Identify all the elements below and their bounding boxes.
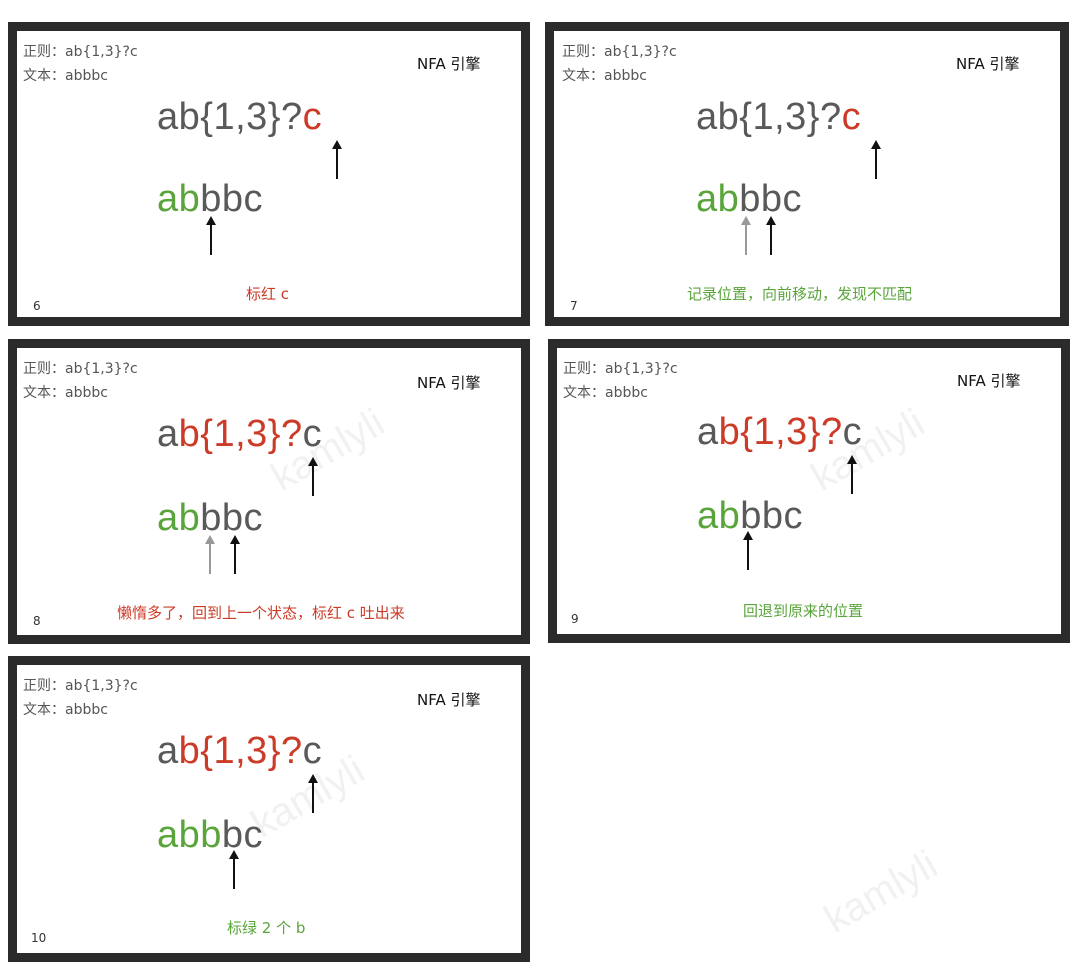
watermark: kamlyli: [816, 842, 945, 942]
text-part: ab: [697, 495, 741, 537]
engine-label: NFA 引擎: [957, 372, 1021, 390]
text-row: 文本：abbbc: [563, 384, 648, 402]
regex-pointer-arrow: [306, 456, 320, 496]
text-part: bc: [221, 814, 264, 856]
engine-label: NFA 引擎: [417, 691, 481, 709]
text-value: abbbc: [65, 702, 108, 718]
text-big: abbbc: [697, 494, 803, 538]
regex-part: c: [302, 413, 323, 455]
regex-value: ab{1,3}?c: [604, 44, 677, 60]
regex-label: 正则：: [23, 361, 65, 377]
text-big: abbbc: [157, 496, 263, 540]
text-part: ab: [157, 497, 201, 539]
text-value: abbbc: [604, 68, 647, 84]
text-pointer-arrow: [204, 215, 218, 255]
text-part: bbc: [200, 497, 264, 539]
regex-big: ab{1,3}?c: [697, 410, 862, 454]
text-label: 文本：: [563, 385, 605, 401]
regex-label: 正则：: [23, 44, 65, 60]
text-pointer-arrow: [227, 849, 241, 889]
regex-row: 正则：ab{1,3}?c: [562, 43, 677, 61]
regex-part: ab{1,3}?: [157, 96, 303, 138]
caption: 记录位置，向前移动，发现不匹配: [687, 285, 913, 303]
caption: 标红 c: [246, 285, 290, 303]
regex-pointer-arrow: [306, 773, 320, 813]
text-row: 文本：abbbc: [23, 701, 108, 719]
slide-number: 7: [570, 299, 578, 313]
regex-label: 正则：: [562, 44, 604, 60]
slide-number: 6: [33, 299, 41, 313]
slide-7: 正则：ab{1,3}?c 文本：abbbc NFA 引擎 ab{1,3}?c a…: [545, 22, 1069, 326]
text-label: 文本：: [562, 68, 604, 84]
text-part: bbc: [739, 178, 803, 220]
text-part: bbc: [200, 178, 264, 220]
regex-row: 正则：ab{1,3}?c: [23, 43, 138, 61]
regex-value: ab{1,3}?c: [605, 361, 678, 377]
text-label: 文本：: [23, 68, 65, 84]
regex-label: 正则：: [23, 678, 65, 694]
text-label: 文本：: [23, 702, 65, 718]
regex-big: ab{1,3}?c: [157, 95, 322, 139]
regex-part: c: [302, 730, 323, 772]
text-pointer-arrow: [741, 530, 755, 570]
text-value: abbbc: [605, 385, 648, 401]
text-pointer-arrow: [228, 534, 242, 574]
text-label: 文本：: [23, 385, 65, 401]
slide-number: 9: [571, 612, 579, 626]
slide-number: 8: [33, 614, 41, 628]
text-value: abbbc: [65, 385, 108, 401]
regex-part: c: [842, 411, 863, 453]
regex-big: ab{1,3}?c: [696, 95, 861, 139]
previous-pointer-arrow: [203, 534, 217, 574]
engine-label: NFA 引擎: [417, 55, 481, 73]
regex-value: ab{1,3}?c: [65, 361, 138, 377]
slide-number: 10: [31, 931, 47, 945]
regex-part: b{1,3}?: [178, 413, 303, 455]
text-part: bbc: [740, 495, 804, 537]
text-big: abbbc: [157, 177, 263, 221]
regex-pointer-arrow: [845, 454, 859, 494]
text-row: 文本：abbbc: [562, 67, 647, 85]
caption: 标绿 2 个 b: [227, 919, 306, 937]
slide-10: 正则：ab{1,3}?c 文本：abbbc NFA 引擎 kamlyli ab{…: [8, 656, 530, 962]
text-value: abbbc: [65, 68, 108, 84]
regex-part: b{1,3}?: [178, 730, 303, 772]
regex-row: 正则：ab{1,3}?c: [563, 360, 678, 378]
text-part: ab: [157, 178, 201, 220]
regex-label: 正则：: [563, 361, 605, 377]
regex-big: ab{1,3}?c: [157, 729, 322, 773]
text-row: 文本：abbbc: [23, 384, 108, 402]
previous-pointer-arrow: [739, 215, 753, 255]
regex-pointer-arrow: [330, 139, 344, 179]
text-part: abb: [157, 814, 222, 856]
regex-part: ab{1,3}?: [696, 96, 842, 138]
regex-big: ab{1,3}?c: [157, 412, 322, 456]
slide-8: 正则：ab{1,3}?c 文本：abbbc NFA 引擎 kamlyli ab{…: [8, 339, 530, 644]
regex-part: a: [697, 411, 719, 453]
text-big: abbbc: [157, 813, 263, 857]
regex-row: 正则：ab{1,3}?c: [23, 360, 138, 378]
regex-part: b{1,3}?: [718, 411, 843, 453]
text-pointer-arrow: [764, 215, 778, 255]
caption: 回退到原来的位置: [743, 602, 864, 620]
text-part: ab: [696, 178, 740, 220]
caption: 懒惰多了，回到上一个状态，标红 c 吐出来: [117, 604, 405, 622]
engine-label: NFA 引擎: [417, 374, 481, 392]
regex-part: c: [841, 96, 862, 138]
regex-row: 正则：ab{1,3}?c: [23, 677, 138, 695]
text-row: 文本：abbbc: [23, 67, 108, 85]
regex-part: c: [302, 96, 323, 138]
regex-part: a: [157, 413, 179, 455]
regex-value: ab{1,3}?c: [65, 678, 138, 694]
regex-pointer-arrow: [869, 139, 883, 179]
regex-value: ab{1,3}?c: [65, 44, 138, 60]
engine-label: NFA 引擎: [956, 55, 1020, 73]
slide-9: 正则：ab{1,3}?c 文本：abbbc NFA 引擎 kamlyli ab{…: [548, 339, 1070, 643]
slide-6: 正则：ab{1,3}?c 文本：abbbc NFA 引擎 ab{1,3}?c a…: [8, 22, 530, 326]
regex-part: a: [157, 730, 179, 772]
text-big: abbbc: [696, 177, 802, 221]
